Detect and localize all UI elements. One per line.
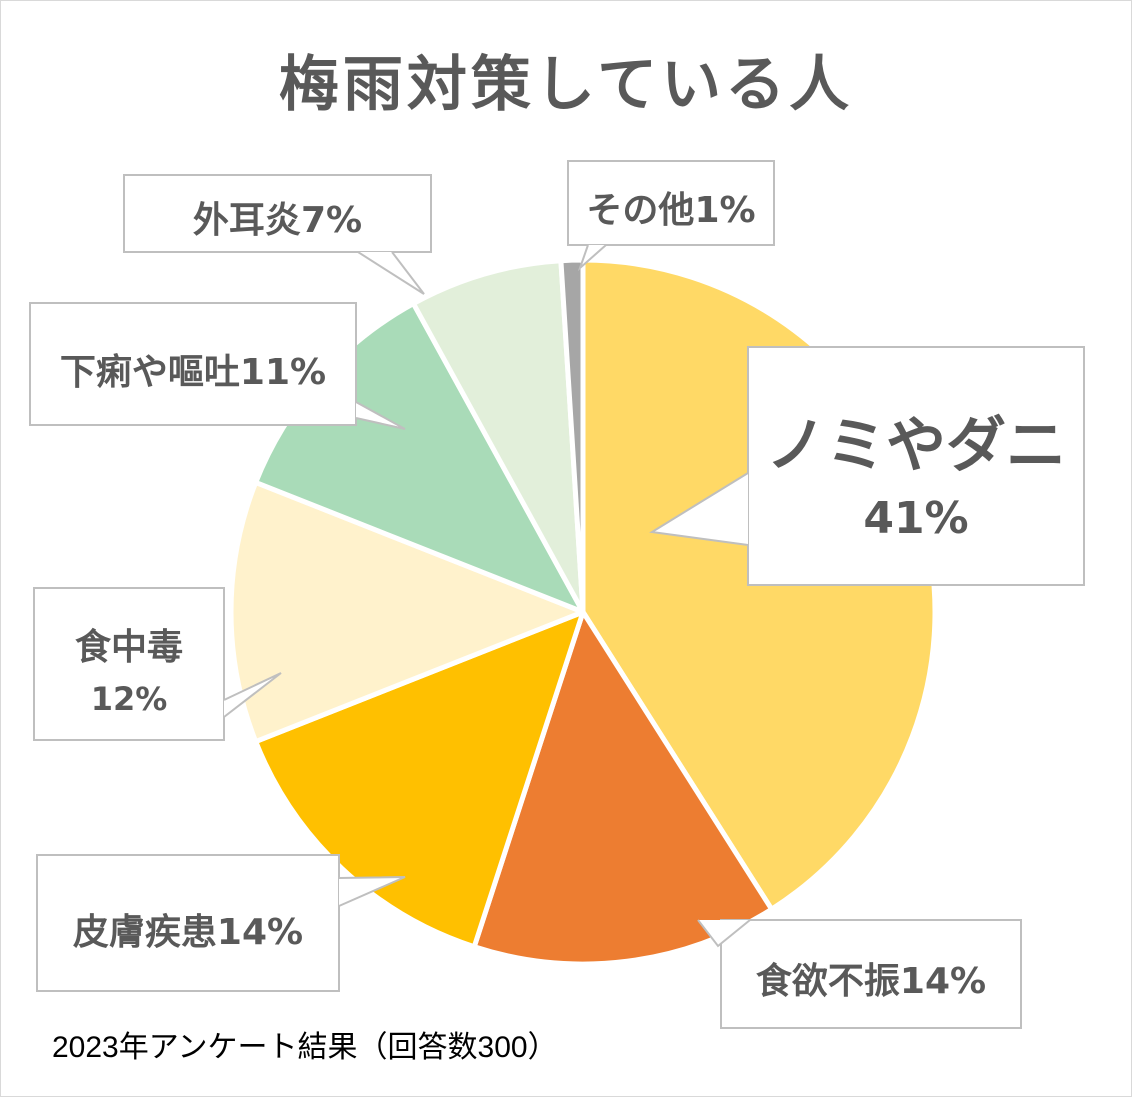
chart-title: 梅雨対策している人 [278,50,854,120]
slice-value-label: 1% [694,190,756,231]
callout-box-2 [720,919,1022,1029]
slice-value-label-4: 12% [90,680,168,718]
slice-label-4: 食中毒 [74,627,183,668]
slice-label: 皮膚疾患 [72,912,217,953]
slice-label: 食欲不振 [755,961,900,1002]
callout-box-6 [123,174,432,253]
data-label-3: 皮膚疾患14% [37,903,339,955]
callout-box-5 [29,302,357,426]
footnote: 2023年アンケート結果（回答数300） [52,1031,558,1064]
data-label-6: 外耳炎7% [124,191,431,243]
callout-pointer-1 [649,472,749,546]
data-label-5: 下痢や嘔吐11% [30,343,356,395]
callout-pointer-4 [223,672,282,718]
callout-box-3 [36,854,340,992]
callout-pointer-3 [338,876,406,907]
callout-pointer-5 [355,401,406,430]
slice-label: 下痢や嘔吐 [59,352,240,393]
callout-box-1 [747,346,1085,586]
data-label-2: 食欲不振14% [721,952,1021,1004]
slice-label: 外耳炎 [192,200,301,241]
slice-label: その他 [586,190,695,231]
slice-value-label-1: 41% [863,493,969,544]
pie-slice-6 [410,258,586,615]
callout-box-4 [33,587,225,741]
callout-pointer-7 [577,244,607,272]
pie-slice-4 [228,479,586,745]
data-label-7: その他1% [568,181,774,233]
slice-label-1: ノミやダニ [766,411,1066,481]
slice-value-label: 14% [899,961,987,1002]
callout-pointer-2 [697,919,751,948]
slice-value-label: 7% [300,200,363,241]
callout-pointer-6 [357,251,425,295]
callout-box-7 [567,160,775,246]
slice-value-label: 14% [216,912,304,953]
slice-value-label: 11% [239,352,327,393]
